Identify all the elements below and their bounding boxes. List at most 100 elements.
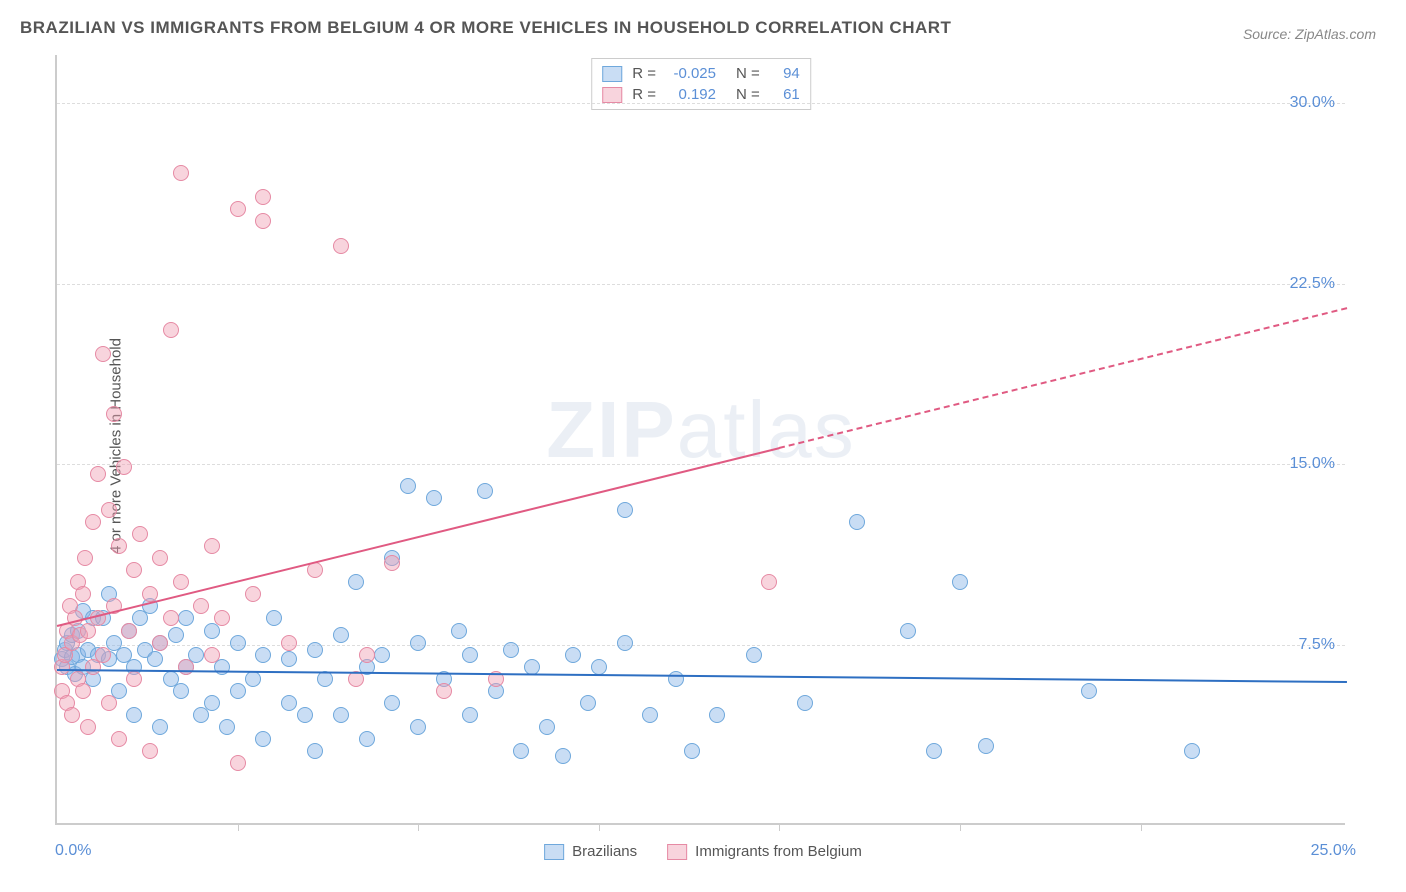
source-attribution: Source: ZipAtlas.com	[1243, 26, 1376, 42]
scatter-point	[668, 671, 684, 687]
chart-container: BRAZILIAN VS IMMIGRANTS FROM BELGIUM 4 O…	[0, 0, 1406, 892]
scatter-point	[410, 635, 426, 651]
scatter-point	[77, 550, 93, 566]
scatter-point	[539, 719, 555, 735]
scatter-point	[193, 598, 209, 614]
scatter-point	[111, 731, 127, 747]
scatter-point	[281, 635, 297, 651]
scatter-point	[684, 743, 700, 759]
r-value: 0.192	[666, 86, 716, 103]
scatter-point	[384, 695, 400, 711]
scatter-point	[400, 478, 416, 494]
scatter-point	[101, 695, 117, 711]
x-tick	[779, 823, 780, 831]
scatter-point	[451, 623, 467, 639]
scatter-point	[307, 743, 323, 759]
scatter-point	[555, 748, 571, 764]
scatter-point	[230, 683, 246, 699]
scatter-point	[524, 659, 540, 675]
scatter-point	[436, 683, 452, 699]
scatter-point	[1081, 683, 1097, 699]
scatter-point	[126, 671, 142, 687]
stats-row: R =-0.025N =94	[602, 63, 800, 84]
legend-swatch	[602, 66, 622, 82]
n-value: 61	[770, 86, 800, 103]
scatter-point	[101, 502, 117, 518]
x-tick	[418, 823, 419, 831]
scatter-point	[126, 562, 142, 578]
scatter-point	[80, 719, 96, 735]
scatter-point	[297, 707, 313, 723]
scatter-point	[95, 346, 111, 362]
scatter-point	[617, 635, 633, 651]
scatter-point	[255, 731, 271, 747]
scatter-point	[245, 586, 261, 602]
scatter-point	[1184, 743, 1200, 759]
y-tick-label: 22.5%	[1290, 275, 1335, 293]
stats-row: R =0.192N =61	[602, 84, 800, 105]
scatter-point	[121, 623, 137, 639]
watermark-bold: ZIP	[546, 385, 676, 474]
scatter-point	[64, 707, 80, 723]
scatter-point	[132, 526, 148, 542]
scatter-point	[204, 647, 220, 663]
n-value: 94	[770, 65, 800, 82]
scatter-point	[580, 695, 596, 711]
gridline	[57, 645, 1345, 646]
x-tick	[960, 823, 961, 831]
scatter-point	[90, 466, 106, 482]
scatter-point	[163, 322, 179, 338]
scatter-point	[142, 743, 158, 759]
scatter-point	[513, 743, 529, 759]
scatter-point	[591, 659, 607, 675]
scatter-point	[900, 623, 916, 639]
legend-item: Immigrants from Belgium	[667, 843, 862, 860]
scatter-point	[152, 719, 168, 735]
scatter-point	[85, 514, 101, 530]
scatter-point	[173, 165, 189, 181]
series-legend: Brazilians Immigrants from Belgium	[544, 843, 862, 860]
scatter-point	[359, 731, 375, 747]
legend-swatch	[544, 844, 564, 860]
n-label: N =	[736, 65, 760, 82]
scatter-point	[617, 502, 633, 518]
scatter-point	[214, 610, 230, 626]
scatter-point	[374, 647, 390, 663]
scatter-point	[266, 610, 282, 626]
r-label: R =	[632, 86, 656, 103]
scatter-point	[255, 647, 271, 663]
scatter-point	[281, 695, 297, 711]
scatter-point	[126, 707, 142, 723]
x-tick	[238, 823, 239, 831]
scatter-point	[255, 189, 271, 205]
x-origin-label: 0.0%	[55, 842, 91, 860]
legend-label: Brazilians	[572, 843, 637, 860]
scatter-point	[111, 538, 127, 554]
scatter-point	[230, 755, 246, 771]
scatter-point	[106, 406, 122, 422]
scatter-point	[219, 719, 235, 735]
scatter-point	[952, 574, 968, 590]
x-max-label: 25.0%	[1311, 842, 1356, 860]
r-label: R =	[632, 65, 656, 82]
scatter-point	[168, 627, 184, 643]
scatter-point	[797, 695, 813, 711]
scatter-point	[426, 490, 442, 506]
scatter-point	[333, 627, 349, 643]
scatter-point	[173, 683, 189, 699]
chart-title: BRAZILIAN VS IMMIGRANTS FROM BELGIUM 4 O…	[20, 18, 951, 38]
scatter-point	[978, 738, 994, 754]
scatter-point	[230, 201, 246, 217]
scatter-point	[245, 671, 261, 687]
scatter-point	[761, 574, 777, 590]
plot-area: ZIPatlas R =-0.025N =94R =0.192N =61 7.5…	[55, 55, 1345, 825]
scatter-point	[230, 635, 246, 651]
y-tick-label: 15.0%	[1290, 455, 1335, 473]
gridline	[57, 103, 1345, 104]
legend-swatch	[602, 87, 622, 103]
watermark-thin: atlas	[677, 385, 856, 474]
scatter-point	[204, 538, 220, 554]
x-tick	[599, 823, 600, 831]
scatter-point	[204, 695, 220, 711]
scatter-point	[642, 707, 658, 723]
